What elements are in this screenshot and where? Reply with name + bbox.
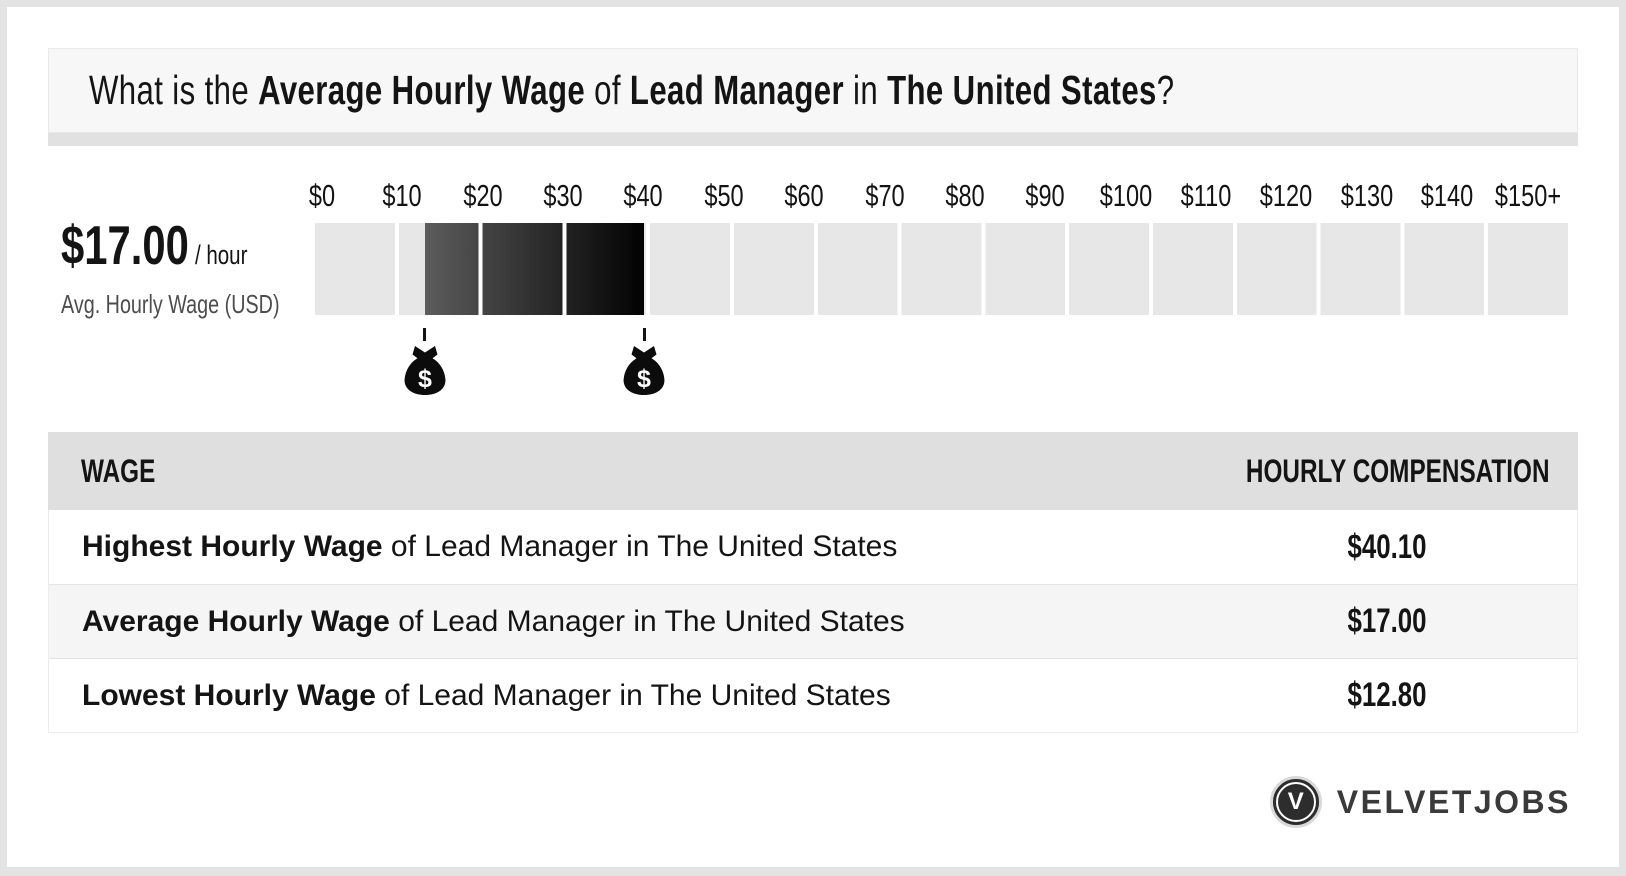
- tick-label: $20: [462, 178, 503, 213]
- tick-label: $150+: [1494, 178, 1561, 213]
- table-row-lowest: Lowest Hourly Wage of Lead Manager in Th…: [49, 658, 1577, 732]
- tick-label: $0: [308, 178, 336, 213]
- column-header-compensation: HOURLY COMPENSATION: [1245, 452, 1550, 489]
- money-bag-icon: $: [623, 346, 665, 395]
- page-title: What is the Average Hourly Wage of Lead …: [89, 67, 1174, 114]
- marker-dash: [642, 328, 646, 341]
- question-part: in: [844, 67, 888, 113]
- marker-dash: [423, 328, 427, 341]
- tick-label: $130: [1340, 178, 1393, 213]
- tick-label: $30: [543, 178, 583, 213]
- table-header-row: WAGE HOURLY COMPENSATION: [48, 432, 1578, 510]
- tick-label: $140: [1420, 178, 1474, 213]
- infographic-card: What is the Average Hourly Wage of Lead …: [7, 7, 1619, 867]
- wage-table: WAGE HOURLY COMPENSATION Highest Hourly …: [48, 432, 1578, 733]
- segment-gaps: [315, 223, 1572, 315]
- wage-scale-chart: $17.00/ hour Avg. Hourly Wage (USD) $0 $…: [61, 178, 1572, 395]
- table-row-highest: Highest Hourly Wage of Lead Manager in T…: [49, 510, 1577, 584]
- question-part: What is the: [89, 67, 259, 113]
- tick-label: $40: [623, 178, 664, 213]
- logo-letter: V: [1287, 788, 1304, 815]
- row-label: Average Hourly Wage of Lead Manager in T…: [82, 604, 905, 638]
- svg-text:$: $: [418, 365, 432, 393]
- table-row-average: Average Hourly Wage of Lead Manager in T…: [49, 584, 1577, 658]
- tick-label: $110: [1180, 178, 1232, 213]
- question-part: of: [585, 67, 630, 113]
- svg-text:$: $: [637, 365, 651, 393]
- header-shadow-strip: [48, 133, 1578, 146]
- question-header-box: What is the Average Hourly Wage of Lead …: [48, 48, 1578, 133]
- average-wage-amount: $17.00/ hour: [61, 214, 248, 276]
- question-part-highlight: Lead Manager: [629, 67, 845, 113]
- column-header-wage: WAGE: [81, 452, 156, 489]
- row-value: $17.00: [1347, 602, 1427, 640]
- question-part-highlight: Average Hourly Wage: [258, 67, 586, 113]
- money-bag-icon: $: [404, 346, 446, 395]
- scale-track: $ $: [315, 223, 1572, 395]
- footer: V VELVETJOBS: [7, 776, 1571, 828]
- row-value: $40.10: [1347, 527, 1427, 566]
- tick-label: $10: [382, 178, 422, 213]
- average-wage-caption: Avg. Hourly Wage (USD): [61, 289, 280, 319]
- tick-label: $90: [1025, 178, 1065, 213]
- brand-name: VELVETJOBS: [1336, 783, 1571, 820]
- velvetjobs-logo-icon[interactable]: V: [1269, 776, 1322, 828]
- row-label: Lowest Hourly Wage of Lead Manager in Th…: [82, 678, 891, 712]
- table-body: Highest Hourly Wage of Lead Manager in T…: [48, 510, 1578, 733]
- question-part: ?: [1156, 67, 1175, 113]
- lowest-wage-marker: $: [403, 315, 447, 396]
- highest-wage-marker: $: [622, 315, 666, 396]
- row-label: Highest Hourly Wage of Lead Manager in T…: [82, 530, 898, 563]
- average-wage-summary: $17.00/ hour Avg. Hourly Wage (USD): [61, 180, 315, 320]
- wage-scale: $0 $10 $20 $30 $40 $50 $60 $70 $80 $90 $…: [309, 178, 1572, 395]
- row-value: $12.80: [1347, 676, 1427, 714]
- tick-label: $70: [864, 178, 905, 213]
- tick-label: $80: [945, 178, 985, 213]
- axis-tick-labels: $0 $10 $20 $30 $40 $50 $60 $70 $80 $90 $…: [309, 178, 1572, 214]
- tick-label: $100: [1099, 178, 1152, 213]
- tick-label: $120: [1260, 178, 1313, 213]
- tick-label: $60: [784, 178, 824, 213]
- tick-label: $50: [704, 178, 744, 213]
- question-part-highlight: The United States: [887, 67, 1157, 113]
